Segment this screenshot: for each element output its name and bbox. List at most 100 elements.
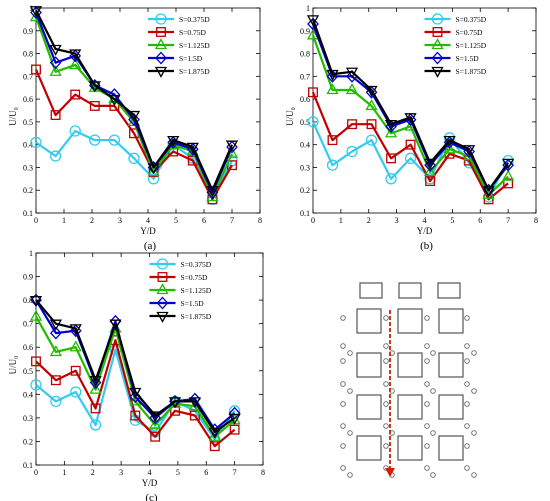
data-point (29, 295, 43, 307)
x-axis-label: Y/D (140, 226, 156, 236)
x-tick-label: 2 (367, 216, 371, 225)
data-point (405, 139, 416, 150)
x-tick-label: 8 (261, 468, 265, 477)
x-tick-label: 7 (506, 216, 510, 225)
pin-circle (340, 358, 346, 364)
y-tick-label: 0.9 (23, 27, 33, 36)
data-point (128, 113, 140, 127)
data-point (69, 58, 82, 70)
data-point (89, 419, 102, 431)
data-point (503, 178, 514, 189)
series-line (35, 129, 233, 201)
data-point (345, 83, 359, 95)
x-tick-label: 8 (534, 216, 538, 225)
data-point (147, 163, 160, 175)
data-point (189, 410, 200, 421)
x-axis-label: Y/D (142, 478, 158, 488)
legend-marker (157, 272, 168, 282)
data-point (384, 126, 398, 138)
legend-marker (155, 13, 167, 25)
panel-label: (a) (144, 240, 157, 252)
legend-label: S=0.375D (179, 15, 210, 24)
y-tick-label: 0.3 (23, 163, 33, 172)
legend-label: S=0.75D (456, 28, 484, 37)
y-tick-label: 0.3 (300, 163, 310, 172)
grid-block (397, 352, 423, 378)
data-point (188, 397, 202, 409)
data-point (49, 64, 62, 76)
y-tick-label: 0.5 (300, 118, 310, 127)
data-point (50, 375, 61, 386)
series-line (35, 339, 236, 448)
pin-circle (383, 443, 389, 449)
data-point (386, 153, 397, 164)
legend-marker (155, 51, 167, 65)
series-line (34, 69, 233, 201)
legend-label: S=1.875D (456, 67, 487, 76)
x-tick-label: 6 (202, 216, 206, 225)
pin-circle (430, 350, 436, 356)
grid-block (438, 352, 464, 378)
legend: S=0.375D S=0.75D S=1.125D S=1.5D S=1.875D (424, 13, 487, 78)
data-point (90, 403, 101, 414)
data-point (70, 365, 81, 376)
y-tick-label: 0.1 (23, 461, 33, 470)
pin-circle (464, 465, 470, 471)
data-point (150, 431, 161, 442)
x-tick-label: 5 (450, 216, 454, 225)
data-point (49, 319, 62, 331)
x-tick-label: 0 (34, 216, 38, 225)
data-point (89, 382, 102, 394)
data-point (50, 110, 61, 121)
y-tick-label: 1 (29, 4, 33, 13)
data-point (70, 386, 82, 398)
x-tick-label: 7 (230, 216, 234, 225)
grid-block (397, 435, 423, 461)
x-tick-label: 0 (311, 216, 315, 225)
legend-label: S=1.5D (456, 54, 480, 63)
data-point (307, 116, 319, 128)
legend-label: S=1.5D (179, 54, 203, 63)
panel-label: (c) (145, 492, 158, 501)
legend-marker (432, 27, 443, 37)
grid-block (397, 394, 423, 420)
data-point (31, 356, 41, 367)
data-point (69, 49, 82, 61)
grid-block (356, 435, 382, 461)
data-point (128, 152, 140, 164)
pin-circle (464, 358, 470, 364)
y-tick-label: 0.6 (300, 95, 310, 104)
legend-marker (431, 51, 444, 65)
data-point (29, 309, 43, 321)
x-tick-label: 1 (62, 216, 66, 225)
pin-circle (347, 388, 353, 394)
pin-circle (464, 443, 470, 449)
y-tick-label: 0.3 (23, 414, 33, 423)
y-tick-label: 0.1 (23, 209, 33, 218)
y-axis-label: U/U₀ (8, 356, 18, 375)
pin-circle (424, 465, 430, 471)
data-point (423, 165, 437, 177)
data-point (327, 135, 338, 146)
data-point (109, 100, 120, 111)
pin-circle (383, 343, 389, 349)
legend-marker (154, 38, 168, 50)
series-line (311, 19, 509, 192)
x-tick-label: 6 (204, 468, 208, 477)
data-point (209, 441, 220, 452)
data-point (443, 142, 456, 154)
chart-panel-c: 0 1 2 3 4 5 6 7 8 0.1 0.2 0.3 0.4 0.5 0.6 0.7 0.8 0.9 1 Y/D… (8, 249, 265, 501)
data-point (88, 81, 101, 93)
y-tick-label: 0.8 (23, 50, 33, 59)
y-tick-label: 0.5 (23, 118, 33, 127)
x-tick-label: 3 (119, 468, 123, 477)
y-tick-label: 0.8 (23, 296, 33, 305)
chart-panel-a: 0 1 2 3 4 5 6 7 8 0.1 0.2 0.3 0.4 0.5 0.6 0.7 0.8 0.9 1 Y/D… (8, 4, 262, 252)
data-point (307, 17, 319, 31)
pin-circle (383, 381, 389, 387)
legend-label: S=1.125D (456, 41, 487, 50)
pin-circle (340, 423, 346, 429)
legend-label: S=1.5D (181, 299, 205, 308)
data-point (69, 324, 82, 336)
